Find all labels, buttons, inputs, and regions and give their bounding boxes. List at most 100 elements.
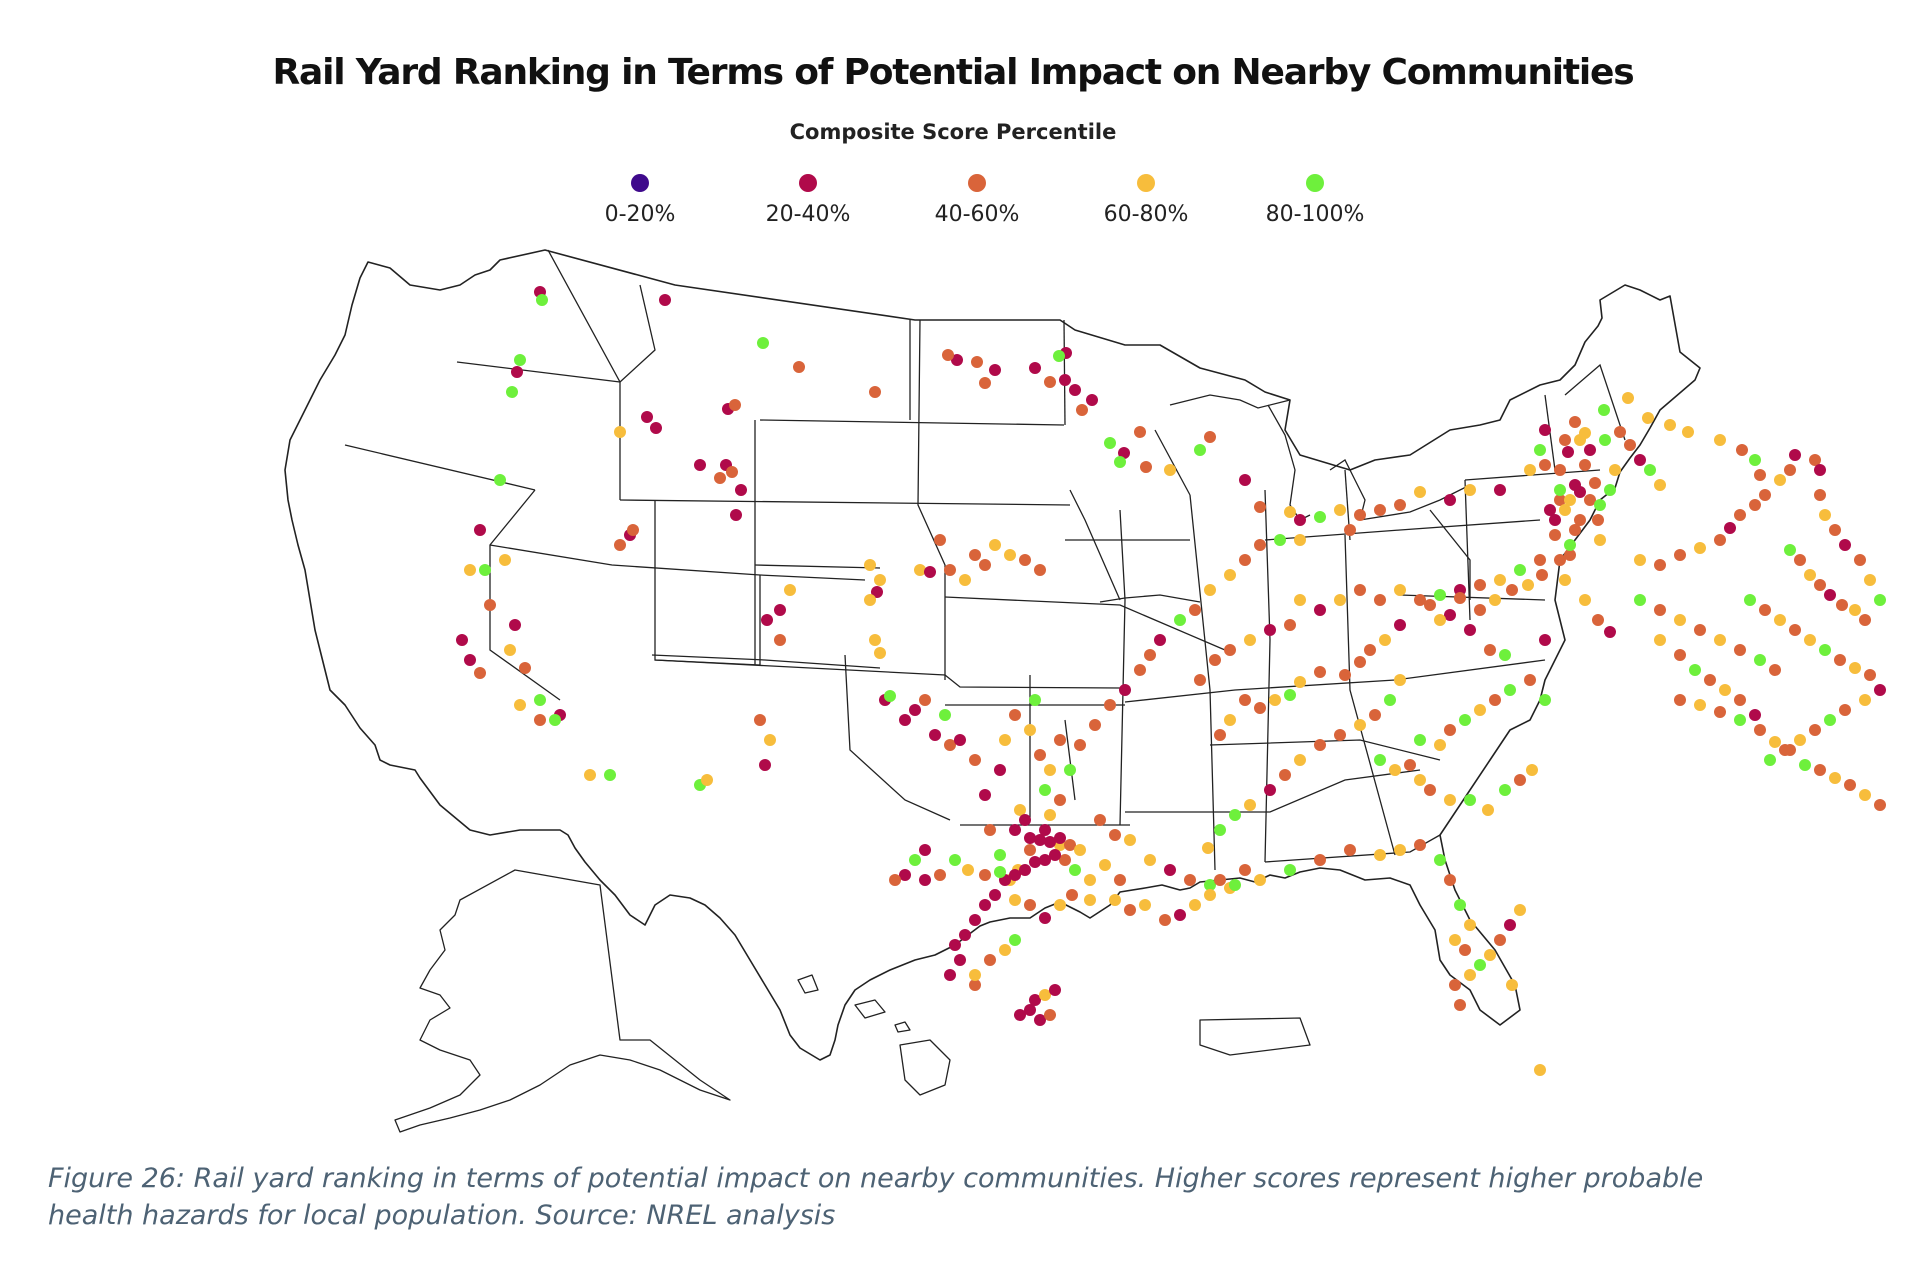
rail-yard-dot: [919, 874, 931, 886]
state-line: [917, 319, 946, 680]
rail-yard-dot: [464, 564, 476, 576]
rail-yard-dot: [730, 509, 742, 521]
rail-yard-dot: [1714, 434, 1726, 446]
rail-yard-dot: [1559, 504, 1571, 516]
state-line: [456, 361, 621, 383]
rail-yard-dot: [1864, 574, 1876, 586]
rail-yard-dot: [1522, 579, 1534, 591]
rail-yard-dot: [1414, 839, 1426, 851]
rail-yard-dot: [509, 619, 521, 631]
rail-yard-dot: [1559, 434, 1571, 446]
great-lakes-outline: [1329, 459, 1366, 521]
rail-yard-dot: [1039, 824, 1051, 836]
rail-yard-dot: [1029, 994, 1041, 1006]
rail-yard-dot: [1394, 499, 1406, 511]
rail-yard-dot: [1354, 719, 1366, 731]
rail-yard-dot: [979, 559, 991, 571]
rail-yard-dot: [479, 564, 491, 576]
state-line: [1099, 594, 1201, 603]
rail-yard-dot: [701, 774, 713, 786]
rail-yard-dot: [1459, 714, 1471, 726]
rail-yard-dot: [1024, 1004, 1036, 1016]
rail-yard-dot: [1279, 769, 1291, 781]
rail-yard-dot: [1154, 634, 1166, 646]
rail-yard-dot: [735, 484, 747, 496]
rail-yard-dot: [1559, 574, 1571, 586]
rail-yard-dot: [1539, 459, 1551, 471]
rail-yard-dot: [909, 704, 921, 716]
rail-yard-dot: [1134, 426, 1146, 438]
rail-yard-dot: [1714, 706, 1726, 718]
rail-yard-dot: [464, 654, 476, 666]
rail-yard-dot: [984, 824, 996, 836]
rail-yard-dot: [1569, 524, 1581, 536]
rail-yard-dot: [1809, 724, 1821, 736]
rail-yard-dot: [944, 969, 956, 981]
rail-yard-dot: [1794, 554, 1806, 566]
rail-yard-dot: [1009, 934, 1021, 946]
rail-yard-dot: [1189, 604, 1201, 616]
rail-yard-dot: [971, 356, 983, 368]
rail-yard-dot: [949, 939, 961, 951]
rail-yard-dot: [1084, 894, 1096, 906]
rail-yard-dot: [1144, 854, 1156, 866]
rail-yard-dot: [1044, 809, 1056, 821]
rail-yard-dot: [1404, 759, 1416, 771]
rail-yard-dot: [1194, 444, 1206, 456]
rail-yard-dot: [1544, 504, 1556, 516]
rail-yard-dot: [1104, 437, 1116, 449]
rail-yard-dot: [1724, 522, 1736, 534]
rail-yard-dot: [1564, 539, 1576, 551]
rail-yard-dot: [1053, 350, 1065, 362]
rail-yard-dot: [1374, 754, 1386, 766]
rail-yard-dot: [959, 929, 971, 941]
rail-yard-dot: [1654, 479, 1666, 491]
rail-yard-dot: [1819, 509, 1831, 521]
rail-yard-dot: [1414, 734, 1426, 746]
rail-yard-dot: [1024, 724, 1036, 736]
rail-yard-dot: [869, 634, 881, 646]
rail-yard-dot: [1029, 856, 1041, 868]
hawaii-island-1: [797, 974, 819, 994]
rail-yard-dot: [1034, 1014, 1046, 1026]
rail-yard-dot: [989, 364, 1001, 376]
rail-yard-dot: [484, 599, 496, 611]
rail-yard-dot: [1592, 514, 1604, 526]
state-boundaries: [344, 249, 1626, 871]
rail-yard-dot: [1714, 534, 1726, 546]
state-line: [754, 564, 881, 569]
puerto-rico-outline: [1199, 1017, 1311, 1056]
rail-yard-dot: [1074, 739, 1086, 751]
rail-yard-dot: [1644, 464, 1656, 476]
rail-yard-dot: [984, 954, 996, 966]
rail-yard-dot: [1009, 869, 1021, 881]
rail-yard-dot: [1824, 714, 1836, 726]
rail-yard-dot: [1736, 444, 1748, 456]
rail-yard-dot: [1204, 879, 1216, 891]
rail-yard-dot: [1594, 534, 1606, 546]
rail-yard-dot: [1424, 599, 1436, 611]
rail-yard-dot: [1754, 469, 1766, 481]
rail-yard-dot: [534, 694, 546, 706]
rail-yard-dot: [1379, 634, 1391, 646]
rail-yard-dot: [1444, 794, 1456, 806]
rail-yard-dot: [1224, 714, 1236, 726]
legend-label: 20-40%: [765, 202, 851, 227]
rail-yard-dot: [504, 644, 516, 656]
rail-yard-dot: [1434, 854, 1446, 866]
state-line: [654, 500, 761, 666]
rail-yard-dot: [1454, 592, 1466, 604]
legend-swatch: [968, 174, 986, 192]
rail-yard-dot: [1804, 569, 1816, 581]
rail-yard-dot: [1689, 664, 1701, 676]
rail-yard-dot: [1034, 749, 1046, 761]
rail-yard-dot: [774, 634, 786, 646]
rail-yard-dot: [1414, 486, 1426, 498]
rail-yard-dot: [1829, 772, 1841, 784]
rail-yard-dot: [1784, 464, 1796, 476]
rail-yard-dot: [1284, 506, 1296, 518]
rail-yard-dot: [1244, 799, 1256, 811]
rail-yard-dot: [1839, 704, 1851, 716]
state-line: [1189, 494, 1216, 871]
